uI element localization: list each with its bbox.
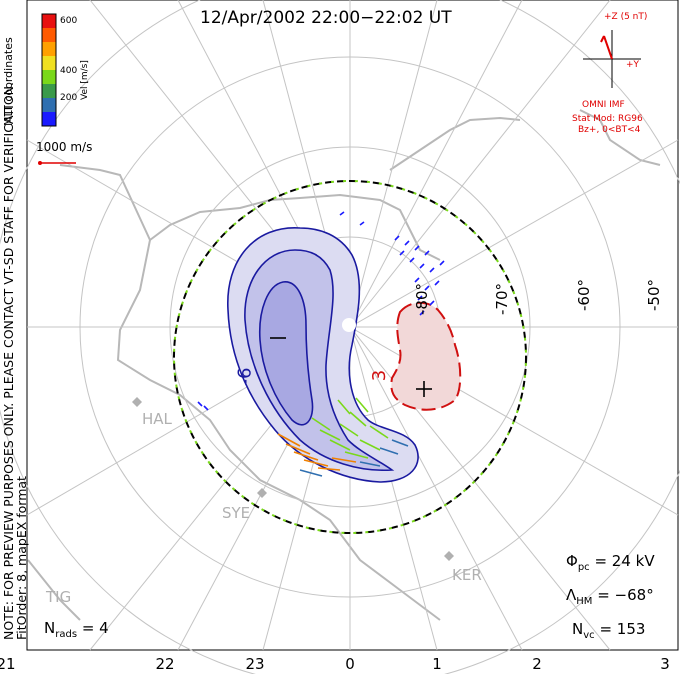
imf-dial (583, 30, 641, 88)
magnetic-pole-marker (342, 318, 356, 332)
imf-z-label: +Z (5 nT) (604, 12, 648, 22)
station-markers (132, 397, 454, 561)
lat-label-minus-80: -80° (413, 283, 431, 315)
imf-model-label: OMNI IMF (582, 100, 625, 110)
plot-frame (26, 0, 679, 651)
colorbar-tick-600: 600 (60, 16, 78, 26)
colorbar-tick-400: 400 (60, 66, 78, 76)
mlt-tick-21: 21 (0, 655, 16, 673)
velocity-vectors (197, 211, 445, 477)
station-tig: TIG (46, 588, 72, 606)
mlt-tick-23: 23 (245, 655, 265, 673)
negative-contour-value: -6 (234, 367, 256, 386)
stat-model-label: Stat Mod: RG96 (572, 114, 643, 124)
mlt-tick-22: 22 (155, 655, 175, 673)
imf-y-label: +Y (626, 60, 640, 70)
mlt-tick-0: 0 (345, 655, 355, 673)
vector-count: Nvc = 153 (572, 620, 646, 641)
lat-label-minus-70: -70° (493, 283, 511, 315)
reference-vector-label: 1000 m/s (36, 140, 93, 154)
velocity-colorbar (41, 13, 57, 127)
fit-order-note: FitOrder: 8, mapEX format (14, 476, 29, 640)
station-sye: SYE (222, 504, 251, 522)
heppner-maynard-boundary (173, 180, 527, 534)
lat-label-minus-50: -50° (645, 279, 663, 311)
mlt-tick-2: 2 (532, 655, 542, 673)
colorbar-label: Vel [m/s] (80, 60, 90, 100)
plot-title: 12/Apr/2002 22:00−22:02 UT (200, 8, 452, 28)
mlt-tick-3: 3 (660, 655, 670, 673)
lat-label-minus-60: -60° (575, 279, 593, 311)
positive-cell (390, 301, 462, 411)
negative-cell-core (258, 281, 314, 426)
positive-contour-value: 3 (369, 369, 391, 382)
cross-polar-potential: Φpc = 24 kV (566, 552, 655, 573)
station-hal: HAL (142, 410, 172, 428)
colorbar-tick-200: 200 (60, 93, 78, 103)
stat-condition-label: Bz+, 0<BT<4 (578, 125, 641, 135)
radar-count: Nrads = 4 (44, 619, 109, 640)
hm-boundary-latitude: ΛHM = −68° (566, 586, 654, 607)
station-ker: KER (452, 566, 482, 584)
coastlines (27, 109, 661, 621)
mlt-tick-1: 1 (432, 655, 442, 673)
